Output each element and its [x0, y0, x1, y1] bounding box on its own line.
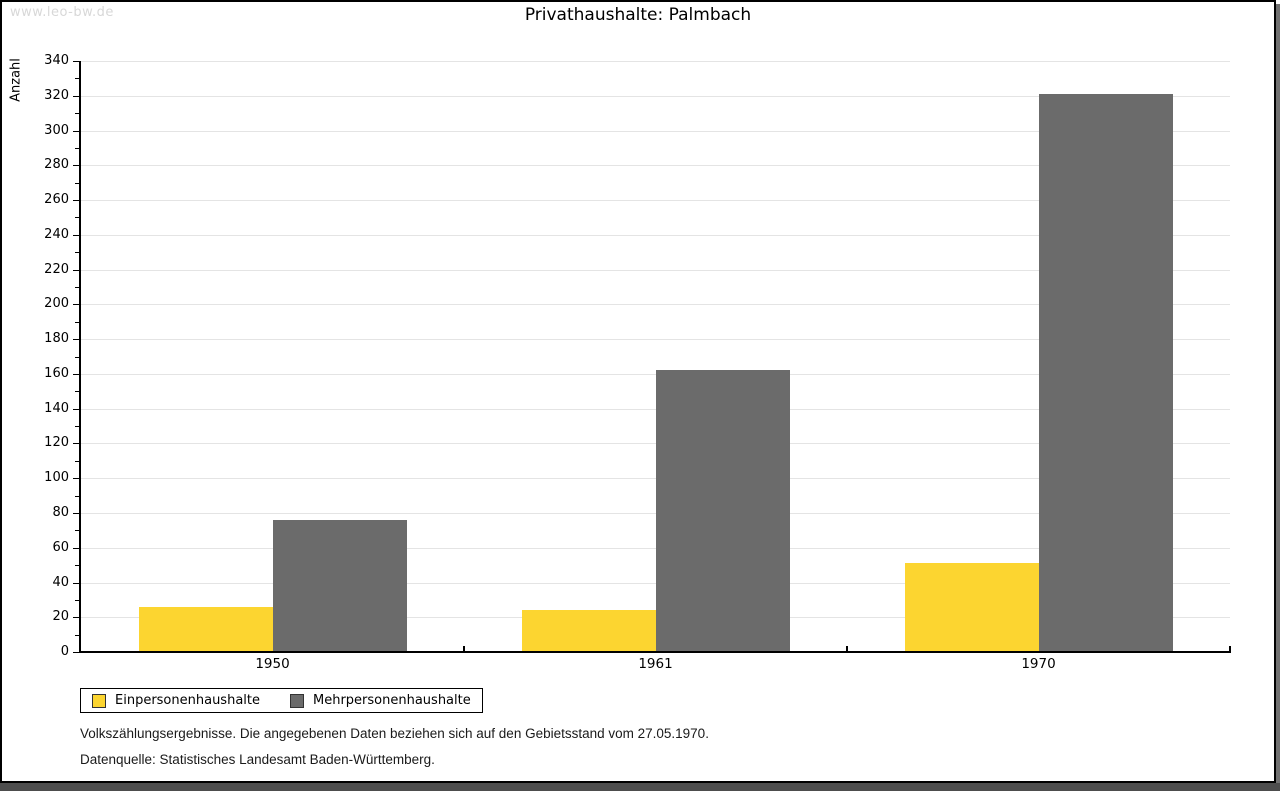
y-axis-minor-tick — [75, 182, 80, 184]
y-axis-minor-tick — [75, 426, 80, 427]
y-axis-line — [79, 61, 81, 653]
y-axis-major-tick — [73, 95, 80, 97]
y-axis-major-tick — [73, 339, 80, 341]
x-axis-boundary-tick — [1229, 646, 1231, 652]
legend-swatch-einpersonenhaushalte — [92, 693, 106, 708]
legend-label-mehrpersonenhaushalte: Mehrpersonenhaushalte — [313, 693, 471, 708]
y-axis-minor-tick — [75, 147, 80, 149]
y-axis-major-tick — [73, 61, 80, 62]
y-axis-major-tick — [73, 582, 80, 584]
y-axis-minor-tick — [75, 217, 80, 219]
bar — [138, 606, 273, 652]
y-axis-minor-tick — [75, 495, 80, 497]
x-axis-boundary-tick — [463, 646, 465, 652]
y-axis-minor-tick — [75, 113, 80, 115]
y-axis-minor-tick — [75, 634, 80, 636]
legend: Einpersonenhaushalte Mehrpersonenhaushal… — [80, 688, 483, 713]
bar — [272, 519, 407, 652]
y-axis-tick-label: 80 — [52, 504, 69, 520]
page-shadow-right — [1276, 4, 1280, 783]
y-axis-major-tick — [73, 304, 80, 306]
gridline — [81, 200, 1230, 202]
y-axis-tick-label: 180 — [44, 331, 69, 347]
footer-note-source-period: Volkszählungsergebnisse. Die angegebenen… — [80, 726, 709, 741]
y-axis-tick-label: 200 — [44, 296, 69, 312]
y-axis-tick-label: 300 — [44, 122, 69, 138]
y-axis-tick-label: 320 — [44, 87, 69, 103]
y-axis-tick-label: 120 — [44, 435, 69, 451]
page-shadow-bottom — [0, 783, 1280, 791]
y-axis-major-tick — [73, 617, 80, 619]
y-axis-minor-tick — [75, 565, 80, 567]
y-axis-major-tick — [73, 547, 80, 549]
y-axis-major-tick — [73, 269, 80, 271]
y-axis-tick-label: 140 — [44, 400, 69, 416]
y-axis-tick-label: 0 — [60, 644, 69, 659]
gridline — [81, 61, 1230, 62]
y-axis-minor-tick — [75, 460, 80, 462]
y-axis-tick-label: 340 — [44, 53, 69, 68]
y-axis-major-tick — [73, 373, 80, 375]
y-axis-major-tick — [73, 130, 80, 132]
y-axis-major-tick — [73, 512, 80, 514]
gridline — [81, 269, 1230, 271]
y-axis-major-tick — [73, 200, 80, 202]
y-axis-minor-tick — [75, 391, 80, 393]
gridline — [81, 304, 1230, 306]
x-axis-tick-label: 1970 — [1021, 656, 1056, 672]
bar — [655, 370, 790, 652]
y-axis-tick-label: 160 — [44, 365, 69, 381]
legend-item-mehrpersonenhaushalte: Mehrpersonenhaushalte — [290, 693, 471, 708]
bar — [521, 610, 656, 652]
footer-note-data-source: Datenquelle: Statistisches Landesamt Bad… — [80, 752, 435, 767]
x-axis-line — [79, 651, 1231, 653]
legend-label-einpersonenhaushalte: Einpersonenhaushalte — [115, 693, 260, 708]
gridline — [81, 234, 1230, 236]
y-axis-minor-tick — [75, 530, 80, 532]
y-axis-minor-tick — [75, 252, 80, 254]
y-axis-minor-tick — [75, 356, 80, 358]
x-axis-tick-label: 1950 — [255, 656, 290, 672]
y-axis-tick-label: 40 — [52, 574, 69, 590]
y-axis-minor-tick — [75, 599, 80, 601]
y-axis-tick-label: 60 — [52, 539, 69, 555]
gridline — [81, 130, 1230, 132]
y-axis-tick-label: 260 — [44, 192, 69, 208]
y-axis-major-tick — [73, 408, 80, 410]
y-axis-tick-label: 20 — [52, 609, 69, 625]
y-axis-major-tick — [73, 652, 80, 653]
gridline — [81, 165, 1230, 167]
x-axis-tick-label: 1961 — [638, 656, 673, 672]
y-axis-minor-tick — [75, 287, 80, 288]
bar — [904, 563, 1039, 653]
y-axis-minor-tick — [75, 78, 80, 80]
legend-swatch-mehrpersonenhaushalte — [290, 693, 304, 708]
y-axis-tick-label: 240 — [44, 226, 69, 242]
gridline — [81, 339, 1230, 341]
y-axis-major-tick — [73, 165, 80, 167]
y-axis-major-tick — [73, 234, 80, 236]
chart-title: Privathaushalte: Palmbach — [524, 5, 752, 25]
y-axis-tick-label: 220 — [44, 261, 69, 277]
y-axis-major-tick — [73, 443, 80, 445]
x-axis-boundary-tick — [846, 646, 848, 652]
y-axis-major-tick — [73, 478, 80, 480]
y-axis-tick-label: 280 — [44, 157, 69, 173]
legend-item-einpersonenhaushalte: Einpersonenhaushalte — [92, 693, 260, 708]
watermark: www.leo-bw.de — [10, 5, 114, 20]
bar — [1038, 94, 1173, 652]
y-axis-minor-tick — [75, 321, 80, 323]
gridline — [81, 95, 1230, 97]
y-axis-tick-label: 100 — [44, 470, 69, 486]
